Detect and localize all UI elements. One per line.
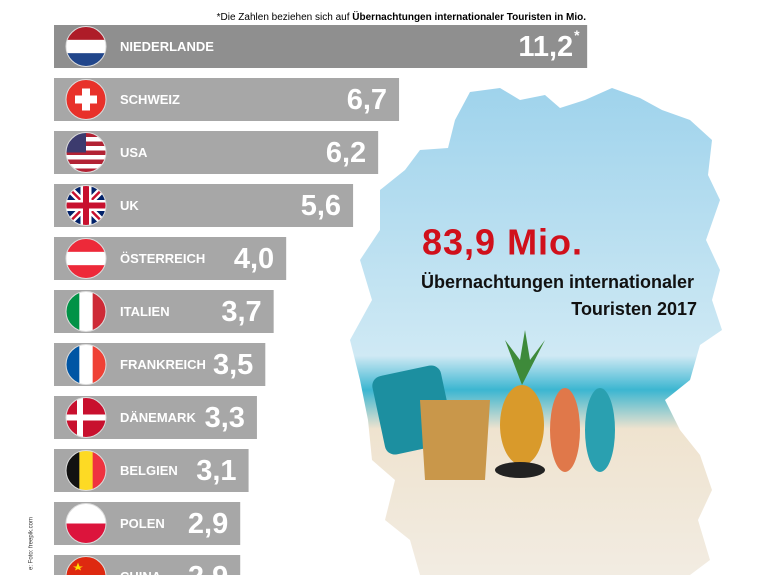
flag-part: [66, 155, 106, 160]
note-bold: Übernachtungen internationaler Touristen…: [352, 10, 586, 23]
category-label: BELGIEN: [120, 463, 178, 478]
value-label: 11,2: [518, 31, 573, 63]
subline: Übernachtungen internationaler: [421, 272, 694, 292]
flag-part: [92, 450, 106, 491]
flag-part: [66, 450, 80, 491]
value-label: 2,9: [188, 561, 228, 575]
flag: [66, 556, 106, 575]
flag-ring: [65, 132, 107, 173]
bar: [54, 131, 379, 174]
flag-part: [66, 556, 106, 575]
value-footnote: *: [574, 27, 580, 43]
flag: [66, 291, 106, 332]
beach-items: [372, 330, 615, 480]
value-label: 6,7: [347, 84, 387, 116]
flag-part: [79, 450, 94, 491]
flag-part: [66, 168, 106, 173]
flag: [66, 132, 106, 173]
flag-ring: [65, 79, 107, 120]
flag-part: [66, 414, 106, 421]
note-prefix: *Die Zahlen beziehen sich auf: [217, 12, 350, 23]
bar: [54, 25, 588, 68]
flag: [66, 397, 106, 438]
flag-ring: [65, 450, 107, 491]
value-label: 3,1: [196, 455, 236, 487]
value-label: 2,9: [188, 508, 228, 540]
flag-part: [79, 344, 94, 385]
flag-ring: [65, 238, 107, 279]
category-label: UK: [120, 198, 139, 213]
flag-part: [75, 95, 97, 104]
subline: Touristen 2017: [571, 299, 697, 319]
flag-part: [66, 159, 106, 164]
flag-part: [66, 503, 106, 518]
flag: [66, 185, 106, 226]
germany-map: [350, 88, 722, 575]
value-label: 4,0: [234, 243, 274, 275]
flag: [66, 26, 106, 67]
flag-part: [66, 53, 106, 67]
flag: [66, 344, 106, 385]
flag-part: [79, 291, 94, 332]
bar: [54, 78, 400, 121]
footnote: *Die Zahlen beziehen sich auf Übernachtu…: [217, 10, 587, 23]
flag-part: [66, 251, 106, 266]
category-label: CHINA: [120, 569, 162, 575]
category-label: FRANKREICH: [120, 357, 206, 372]
flag: [66, 450, 106, 491]
flag-part: [66, 523, 106, 544]
flag-ring: [65, 556, 107, 575]
flag-ring: [65, 503, 107, 544]
flag-ring: [65, 344, 107, 385]
flag: [66, 79, 106, 120]
flag-ring: [65, 397, 107, 438]
flag-part: [66, 150, 106, 155]
flag-part: [73, 562, 83, 571]
flag-part: [66, 26, 106, 41]
value-label: 3,5: [213, 349, 253, 381]
category-label: ITALIEN: [120, 304, 170, 319]
flag-part: [66, 265, 106, 279]
flag-part: [66, 291, 80, 332]
value-label: 3,7: [221, 296, 261, 328]
flag: [66, 503, 106, 544]
flag: [66, 238, 106, 279]
flag-part: [66, 344, 80, 385]
flag-part: [66, 164, 106, 169]
flag-part: [66, 238, 106, 253]
category-label: DÄNEMARK: [120, 410, 196, 425]
category-label: SCHWEIZ: [120, 92, 180, 107]
flag-part: [66, 185, 106, 226]
flag-ring: [65, 291, 107, 332]
flag-ring: [65, 185, 107, 226]
value-label: 5,6: [301, 190, 341, 222]
category-label: ÖSTERREICH: [120, 251, 205, 266]
headline: 83,9 Mio.: [422, 222, 583, 263]
flag-part: [92, 291, 106, 332]
category-label: NIEDERLANDE: [120, 39, 214, 54]
category-label: POLEN: [120, 516, 165, 531]
flag-part: [92, 344, 106, 385]
credit: e: Foto: freepik.com: [29, 517, 35, 570]
value-label: 3,3: [205, 402, 245, 434]
value-label: 6,2: [326, 137, 366, 169]
flag-part: [66, 39, 106, 54]
category-label: USA: [120, 145, 148, 160]
flag-ring: [65, 26, 107, 67]
